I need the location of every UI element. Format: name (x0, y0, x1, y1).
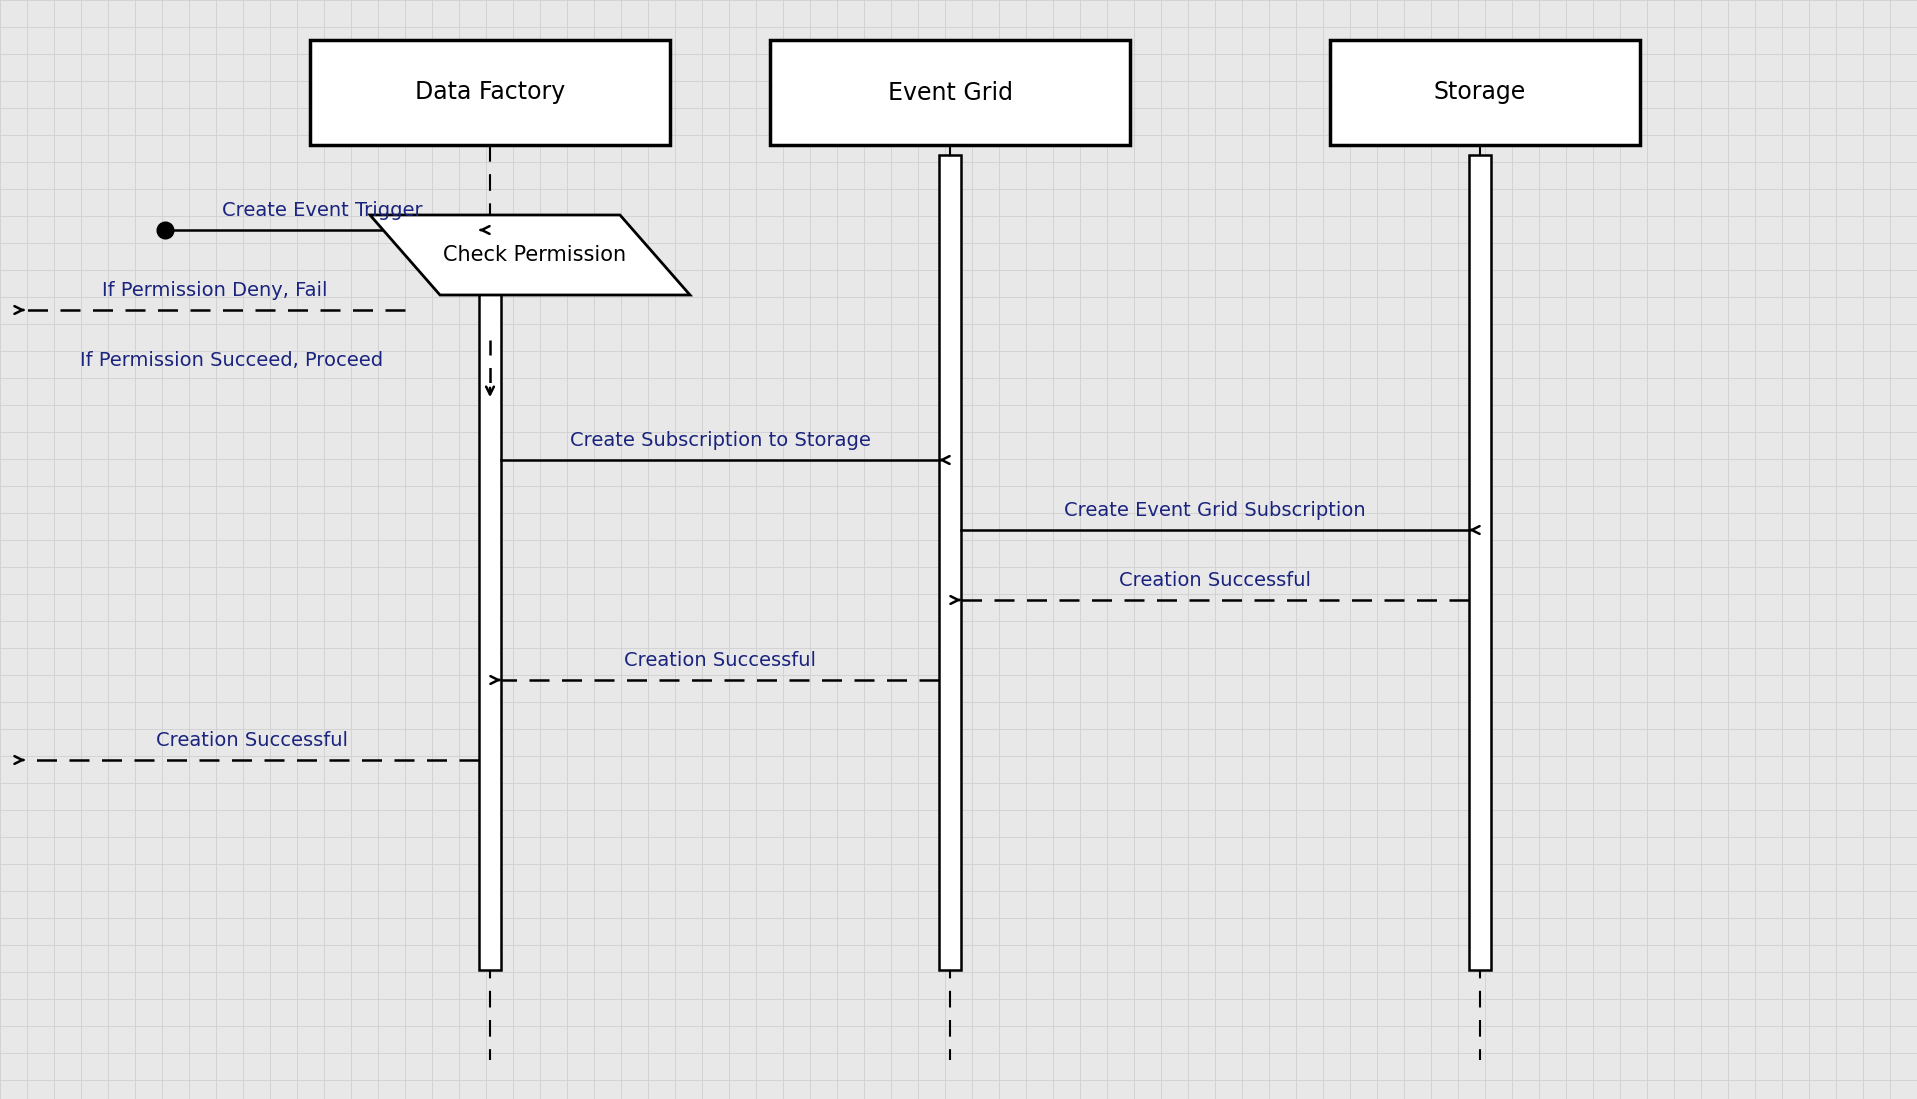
Polygon shape (370, 215, 690, 295)
Text: Creation Successful: Creation Successful (625, 651, 817, 670)
Text: Event Grid: Event Grid (888, 80, 1012, 104)
Bar (1330, 40, 1641, 145)
Text: Storage: Storage (1434, 80, 1526, 104)
Text: Creation Successful: Creation Successful (155, 731, 349, 750)
Text: Create Event Grid Subscription: Create Event Grid Subscription (1064, 501, 1365, 520)
Text: Creation Successful: Creation Successful (1120, 571, 1311, 590)
Bar (479, 255, 500, 970)
Text: Create Subscription to Storage: Create Subscription to Storage (569, 431, 870, 449)
Text: Check Permission: Check Permission (443, 245, 627, 265)
Bar (311, 40, 671, 145)
Text: If Permission Deny, Fail: If Permission Deny, Fail (102, 281, 328, 300)
Bar (1468, 155, 1491, 970)
Text: Create Event Trigger: Create Event Trigger (222, 201, 422, 220)
Text: Data Factory: Data Factory (414, 80, 566, 104)
Bar (771, 40, 1129, 145)
Text: If Permission Succeed, Proceed: If Permission Succeed, Proceed (81, 351, 383, 369)
Bar (939, 155, 960, 970)
